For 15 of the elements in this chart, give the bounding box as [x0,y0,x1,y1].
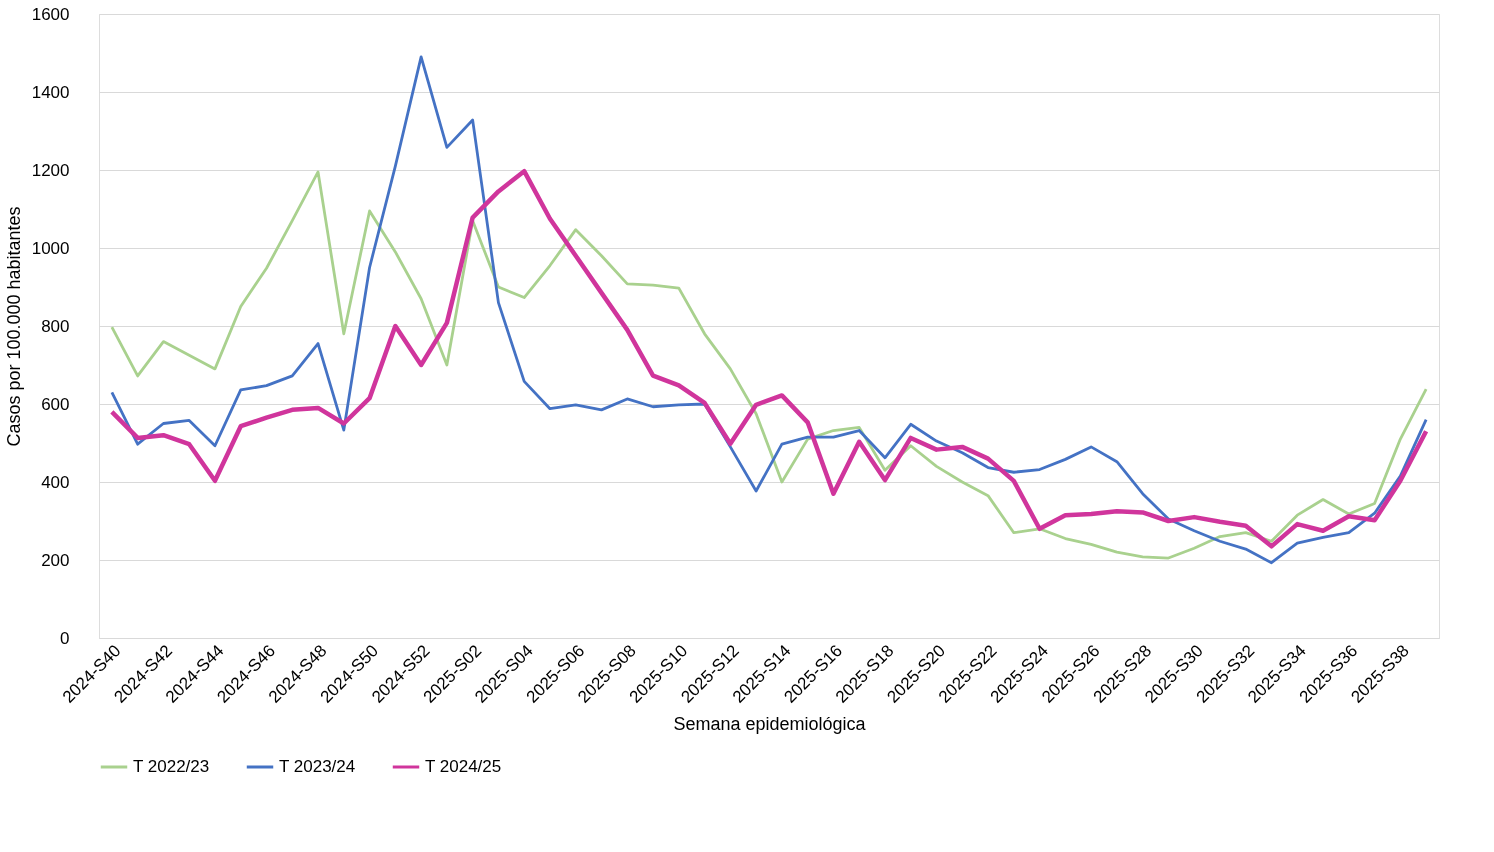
y-tick-label: 0 [60,628,70,648]
legend-label: T 2022/23 [133,757,210,776]
x-axis-title: Semana epidemiológica [673,713,867,734]
y-tick-label: 1400 [31,82,70,102]
y-tick-label: 200 [41,550,70,570]
y-tick-label: 1200 [31,160,70,180]
y-tick-label: 1000 [31,238,70,258]
legend-label: T 2024/25 [425,757,502,776]
y-tick-label: 400 [41,472,70,492]
y-axis-title: Casos por 100.000 habitantes [3,206,24,447]
line-series [110,55,1428,565]
legend-label: T 2023/24 [279,757,356,776]
y-tick-label: 600 [41,394,70,414]
y-tick-label: 1600 [31,4,70,24]
y-tick-label: 800 [41,316,70,336]
